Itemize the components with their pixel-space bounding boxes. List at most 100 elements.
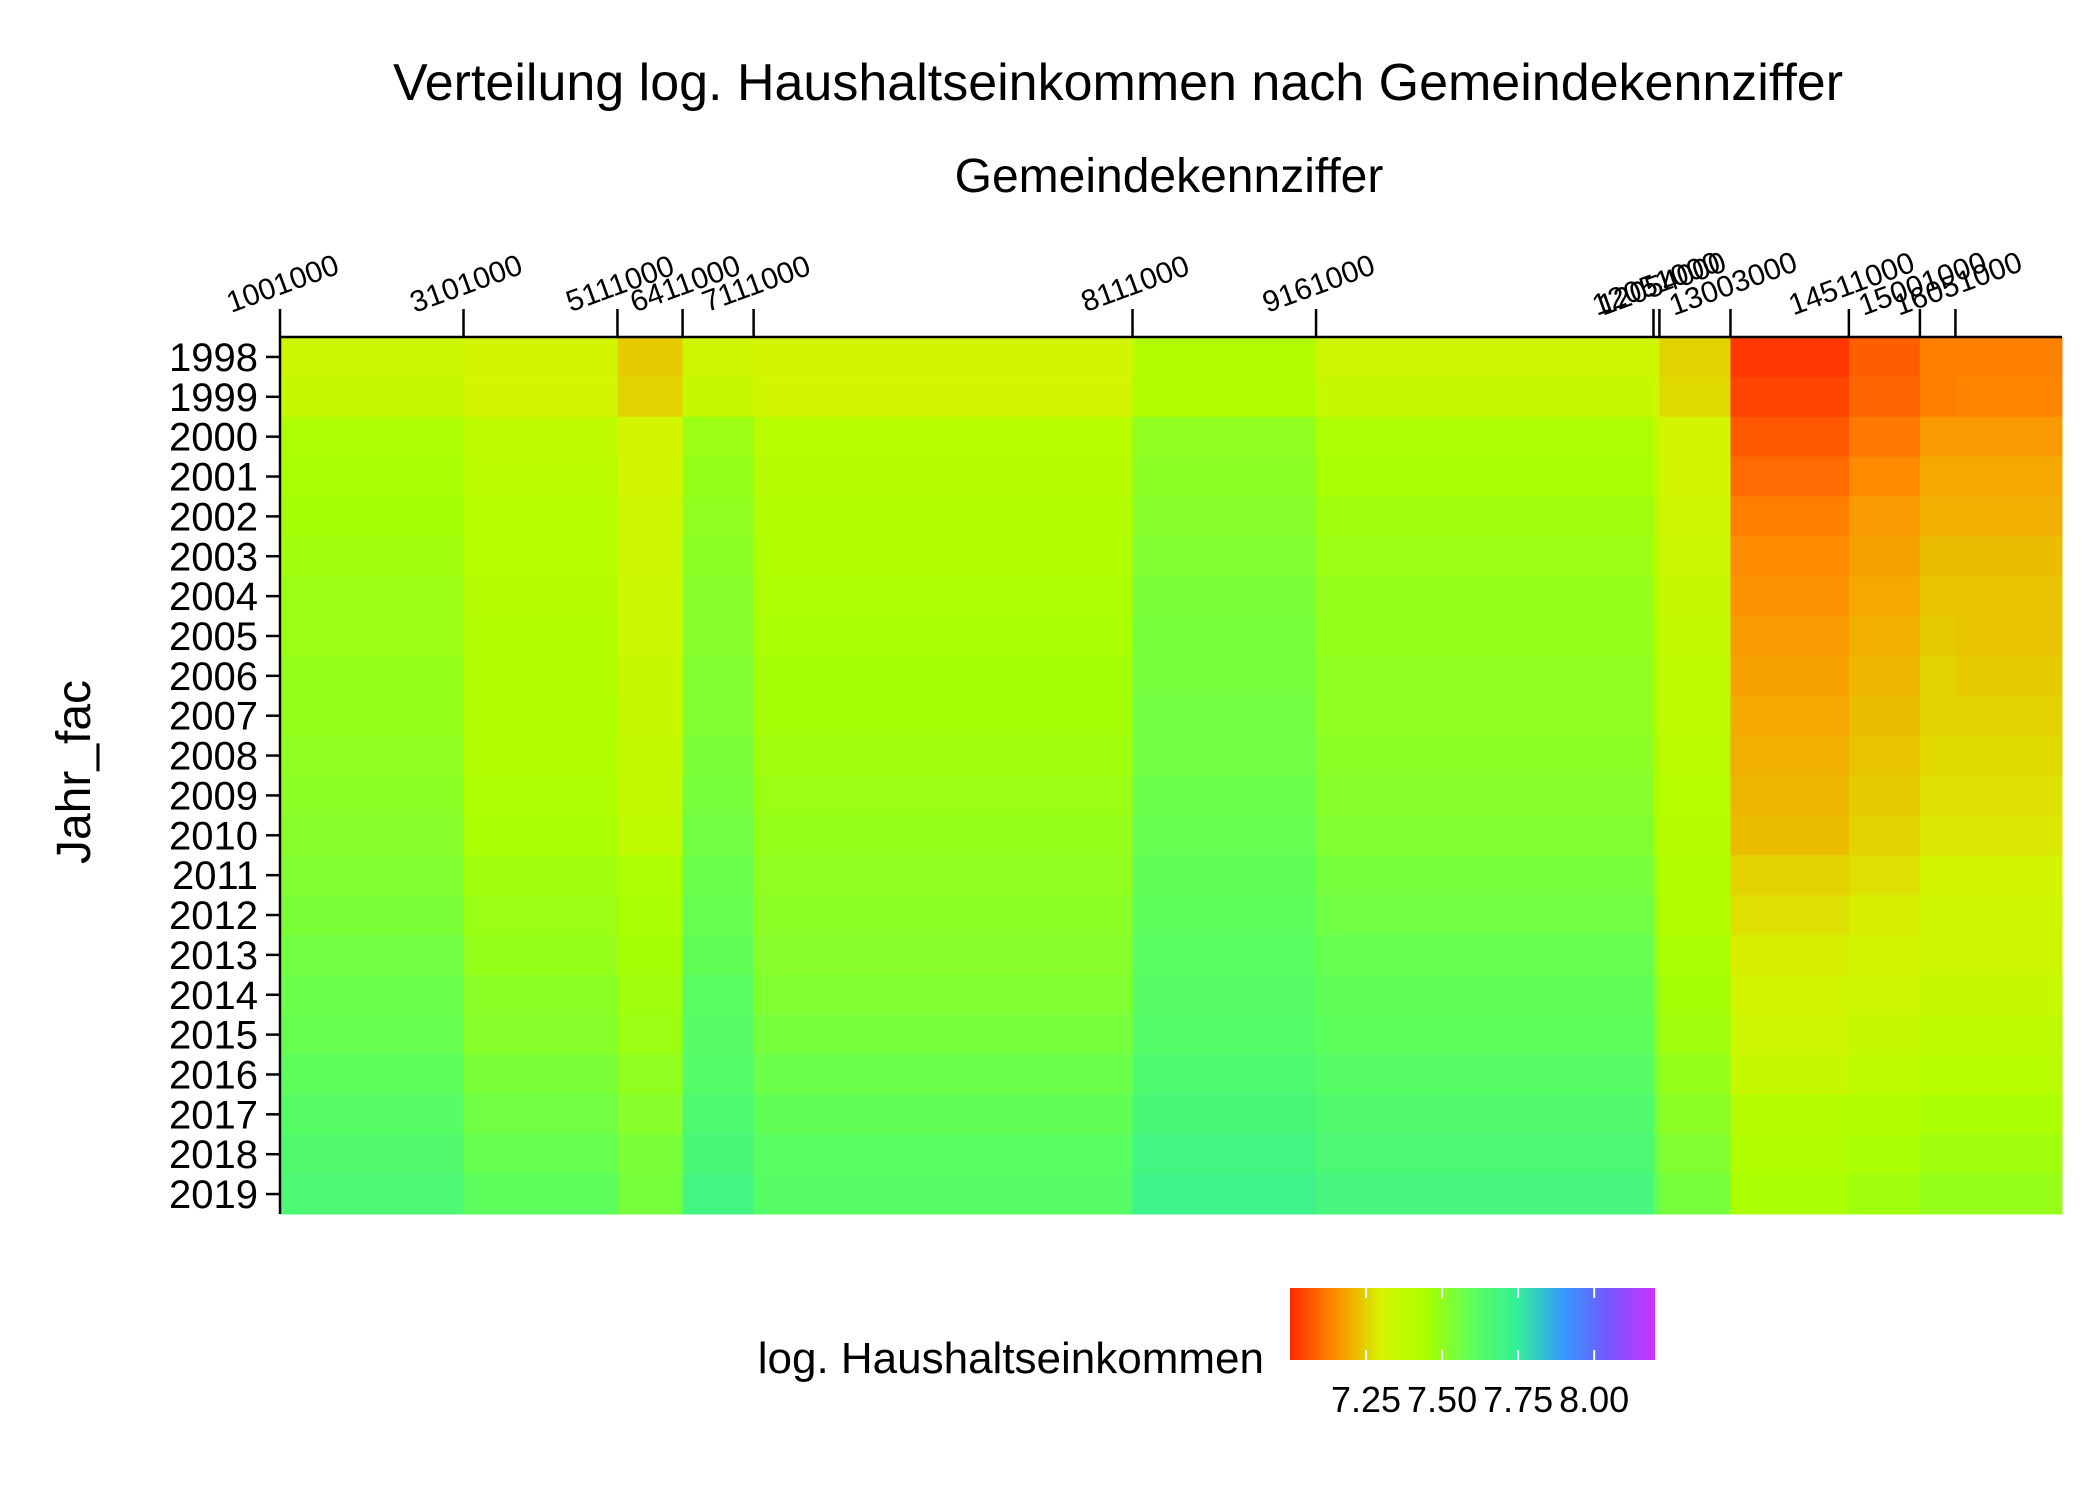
heatmap-cell bbox=[1132, 1094, 1317, 1135]
heatmap-cell bbox=[753, 1054, 1134, 1095]
heatmap-cell bbox=[1955, 496, 2063, 537]
heatmap-cell bbox=[1955, 337, 2063, 378]
heatmap-cell bbox=[1919, 376, 1956, 418]
heatmap-cell bbox=[617, 1094, 684, 1135]
heatmap-cell bbox=[1132, 456, 1317, 497]
heatmap-cell bbox=[463, 895, 618, 936]
heatmap-cell bbox=[1848, 855, 1921, 896]
heatmap-cell bbox=[682, 456, 755, 497]
heatmap-cell bbox=[1316, 376, 1655, 418]
y-tick-label: 2004 bbox=[169, 575, 258, 619]
heatmap-cell bbox=[1659, 695, 1731, 737]
heatmap-cell bbox=[1730, 416, 1850, 458]
heatmap-cell bbox=[1730, 1094, 1850, 1135]
heatmap-cell bbox=[682, 974, 755, 1016]
heatmap-cell bbox=[1653, 815, 1660, 856]
heatmap-cell bbox=[1955, 1174, 2063, 1215]
heatmap-cell bbox=[1653, 735, 1660, 776]
heatmap-cell bbox=[1848, 1134, 1921, 1175]
heatmap-cell bbox=[753, 1094, 1134, 1135]
heatmap-cell bbox=[682, 735, 755, 776]
heatmap-cell bbox=[463, 376, 618, 418]
heatmap-cell bbox=[463, 496, 618, 537]
heatmap-cell bbox=[1659, 616, 1731, 657]
heatmap-cell bbox=[1653, 337, 1660, 378]
heatmap-cell bbox=[1848, 337, 1921, 378]
y-tick-label: 2012 bbox=[169, 894, 258, 938]
heatmap-cell bbox=[1653, 416, 1660, 458]
heatmap-cell bbox=[682, 775, 755, 816]
heatmap-cell bbox=[1848, 496, 1921, 537]
heatmap-cell bbox=[1653, 934, 1660, 976]
heatmap-cell bbox=[280, 1094, 465, 1135]
heatmap-cell bbox=[617, 974, 684, 1016]
heatmap-cell bbox=[682, 1014, 755, 1056]
heatmap-cell bbox=[1955, 934, 2063, 976]
heatmap-cell bbox=[463, 735, 618, 776]
heatmap-cell bbox=[463, 416, 618, 458]
heatmap-cell bbox=[1659, 536, 1731, 577]
heatmap-cell bbox=[1132, 695, 1317, 737]
heatmap-cell bbox=[617, 735, 684, 776]
heatmap-cell bbox=[1659, 576, 1731, 617]
heatmap-cell bbox=[1955, 1094, 2063, 1135]
heatmap-cell bbox=[1848, 456, 1921, 497]
heatmap-cell bbox=[1132, 934, 1317, 976]
heatmap-cell bbox=[753, 456, 1134, 497]
chart-title: Verteilung log. Haushaltseinkommen nach … bbox=[393, 54, 1843, 112]
heatmap-cell bbox=[617, 895, 684, 936]
heatmap-cell bbox=[1316, 1014, 1655, 1056]
heatmap-cell bbox=[280, 456, 465, 497]
heatmap-cell bbox=[1653, 1134, 1660, 1175]
heatmap-cell bbox=[753, 895, 1134, 936]
heatmap-cell bbox=[753, 496, 1134, 537]
heatmap-cell bbox=[1132, 1174, 1317, 1215]
heatmap-cell bbox=[617, 775, 684, 816]
heatmap-cell bbox=[682, 1134, 755, 1175]
heatmap-cell bbox=[1132, 895, 1317, 936]
heatmap-cell bbox=[1919, 576, 1956, 617]
heatmap-cell bbox=[1919, 337, 1956, 378]
heatmap-cell bbox=[1659, 376, 1731, 418]
heatmap-cell bbox=[753, 974, 1134, 1016]
heatmap-cell bbox=[1730, 536, 1850, 577]
heatmap-cell bbox=[463, 1094, 618, 1135]
y-tick-label: 2007 bbox=[169, 695, 258, 739]
heatmap-cell bbox=[617, 576, 684, 617]
heatmap-cell bbox=[1955, 695, 2063, 737]
heatmap-cell bbox=[1730, 934, 1850, 976]
heatmap-cell bbox=[1730, 895, 1850, 936]
heatmap-cell bbox=[1955, 416, 2063, 458]
colorbar-tick-label: 7.75 bbox=[1483, 1379, 1553, 1420]
heatmap-cell bbox=[1132, 1134, 1317, 1175]
heatmap-cell bbox=[1132, 416, 1317, 458]
heatmap-cell bbox=[1848, 536, 1921, 577]
heatmap-cell bbox=[1955, 536, 2063, 577]
heatmap-cell bbox=[280, 775, 465, 816]
heatmap-cell bbox=[1848, 895, 1921, 936]
heatmap-cell bbox=[463, 695, 618, 737]
heatmap-cell bbox=[1730, 337, 1850, 378]
heatmap-cell bbox=[1653, 974, 1660, 1016]
heatmap-cell bbox=[753, 1174, 1134, 1215]
x-tick-label: 9161000 bbox=[1258, 249, 1379, 320]
heatmap-cell bbox=[280, 815, 465, 856]
heatmap-cell bbox=[280, 934, 465, 976]
heatmap-cell bbox=[1730, 1054, 1850, 1095]
heatmap-cell bbox=[280, 496, 465, 537]
heatmap-cell bbox=[1955, 616, 2063, 657]
heatmap-cell bbox=[1919, 1054, 1956, 1095]
y-axis-title: Jahr_fac bbox=[48, 680, 101, 864]
heatmap-cell bbox=[1132, 536, 1317, 577]
heatmap-cell bbox=[280, 974, 465, 1016]
heatmap-cell bbox=[1316, 1174, 1655, 1215]
colorbar-tick-label: 7.25 bbox=[1331, 1379, 1401, 1420]
heatmap-cell bbox=[1316, 934, 1655, 976]
heatmap-cell bbox=[1659, 735, 1731, 776]
heatmap-cell bbox=[1653, 456, 1660, 497]
heatmap-cell bbox=[1316, 576, 1655, 617]
heatmap-cell bbox=[1919, 695, 1956, 737]
y-tick-label: 1998 bbox=[169, 336, 258, 380]
heatmap-cell bbox=[1730, 1174, 1850, 1215]
